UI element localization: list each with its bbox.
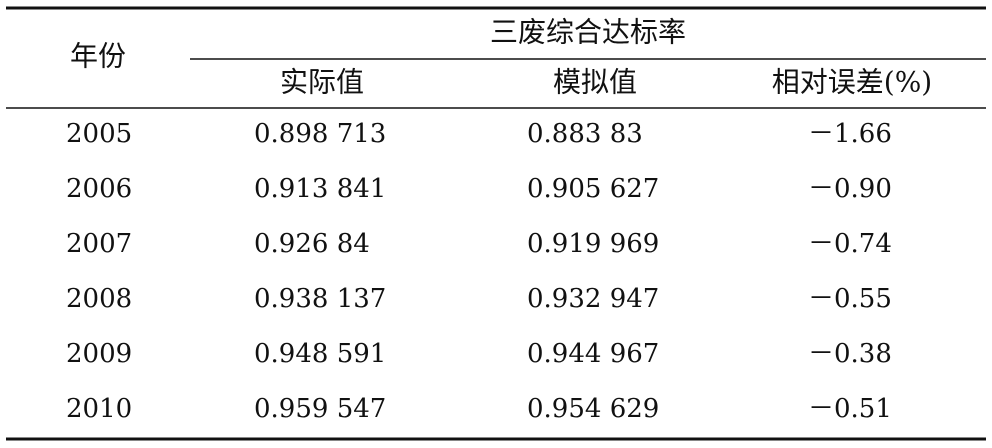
year-cell: 2007 (66, 229, 132, 259)
year-cell: 2008 (66, 284, 132, 314)
year-cell: 2006 (66, 174, 132, 204)
column-header: 相对误差(%) (772, 66, 932, 99)
simulated-cell: 0.883 83 (527, 119, 643, 149)
simulated-cell: 0.944 967 (527, 339, 659, 369)
error-cell: －1.66 (808, 119, 892, 149)
group-header: 三废综合达标率 (490, 16, 686, 49)
simulated-cell: 0.954 629 (527, 394, 659, 424)
actual-cell: 0.948 591 (254, 339, 386, 369)
error-cell: －0.90 (808, 174, 892, 204)
column-header: 模拟值 (553, 66, 637, 99)
column-header: 实际值 (280, 66, 364, 99)
actual-cell: 0.959 547 (254, 394, 386, 424)
year-cell: 2009 (66, 339, 132, 369)
actual-cell: 0.938 137 (254, 284, 386, 314)
simulated-cell: 0.919 969 (527, 229, 659, 259)
year-cell: 2010 (66, 394, 132, 424)
error-cell: －0.51 (808, 394, 892, 424)
year-header: 年份 (70, 40, 126, 73)
simulated-cell: 0.932 947 (527, 284, 659, 314)
error-cell: －0.74 (808, 229, 892, 259)
actual-cell: 0.926 84 (254, 229, 370, 259)
simulated-cell: 0.905 627 (527, 174, 659, 204)
year-cell: 2005 (66, 119, 132, 149)
actual-cell: 0.913 841 (254, 174, 386, 204)
error-cell: －0.55 (808, 284, 892, 314)
actual-cell: 0.898 713 (254, 119, 386, 149)
error-cell: －0.38 (808, 339, 892, 369)
